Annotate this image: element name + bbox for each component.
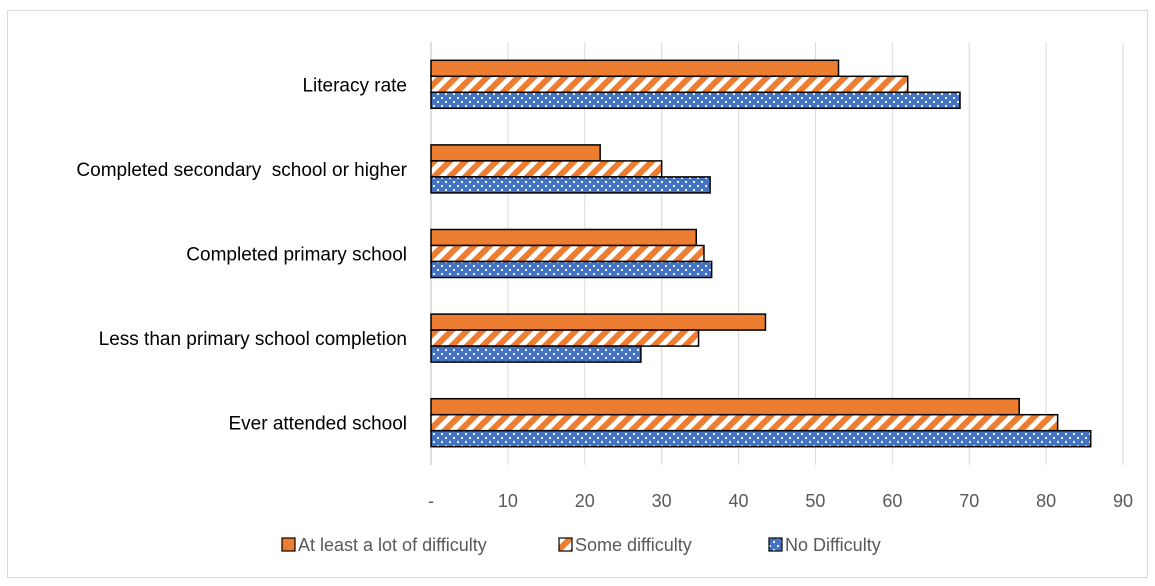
x-tick-label: 30 — [652, 491, 672, 511]
bar-no-difficulty-1 — [430, 176, 711, 194]
x-tick-label: 80 — [1036, 491, 1056, 511]
category-label: Ever attended school — [228, 414, 407, 435]
category-label: Literacy rate — [302, 75, 407, 96]
category-label: Completed primary school — [186, 245, 407, 266]
bar-some-difficulty-4 — [430, 413, 1059, 432]
legend-swatch — [768, 537, 783, 552]
bar-some-difficulty-3 — [430, 329, 700, 347]
legend-label: Some difficulty — [575, 535, 692, 555]
x-tick-label: 70 — [959, 491, 979, 511]
bar-at-least-a-lot-of-difficulty-1 — [430, 144, 601, 162]
x-tick-labels: - 10 20 30 40 50 60 70 80 90 — [428, 491, 1133, 511]
bar-at-least-a-lot-of-difficulty-2 — [430, 228, 698, 247]
x-tick-label: 90 — [1113, 491, 1133, 511]
x-tick-label: 40 — [729, 491, 749, 511]
category-label: Completed secondary school or higher — [76, 160, 407, 181]
bars — [430, 59, 1092, 448]
x-tick-label: - — [428, 491, 434, 511]
x-tick-label: 50 — [805, 491, 825, 511]
category-label: Less than primary school completion — [99, 329, 407, 350]
legend-label: No Difficulty — [785, 535, 881, 555]
gridlines — [507, 42, 1124, 465]
legend-swatch — [281, 537, 296, 552]
bar-at-least-a-lot-of-difficulty-3 — [430, 313, 767, 331]
bar-no-difficulty-3 — [430, 345, 642, 363]
bar-at-least-a-lot-of-difficulty-4 — [430, 397, 1020, 416]
x-tick-label: 60 — [882, 491, 902, 511]
bar-at-least-a-lot-of-difficulty-0 — [430, 59, 840, 78]
bar-some-difficulty-1 — [430, 160, 663, 178]
bar-some-difficulty-2 — [430, 244, 705, 263]
bar-some-difficulty-0 — [430, 75, 909, 94]
legend-swatch — [558, 537, 573, 552]
legend: At least a lot of difficulty Some difficu… — [281, 535, 881, 555]
bar-no-difficulty-4 — [430, 429, 1092, 448]
legend-label: At least a lot of difficulty — [298, 535, 487, 555]
category-labels: Literacy rate Completed secondary school … — [76, 75, 407, 434]
bar-no-difficulty-0 — [430, 91, 961, 110]
bar-no-difficulty-2 — [430, 260, 713, 279]
x-tick-label: 10 — [498, 491, 518, 511]
x-tick-label: 20 — [575, 491, 595, 511]
